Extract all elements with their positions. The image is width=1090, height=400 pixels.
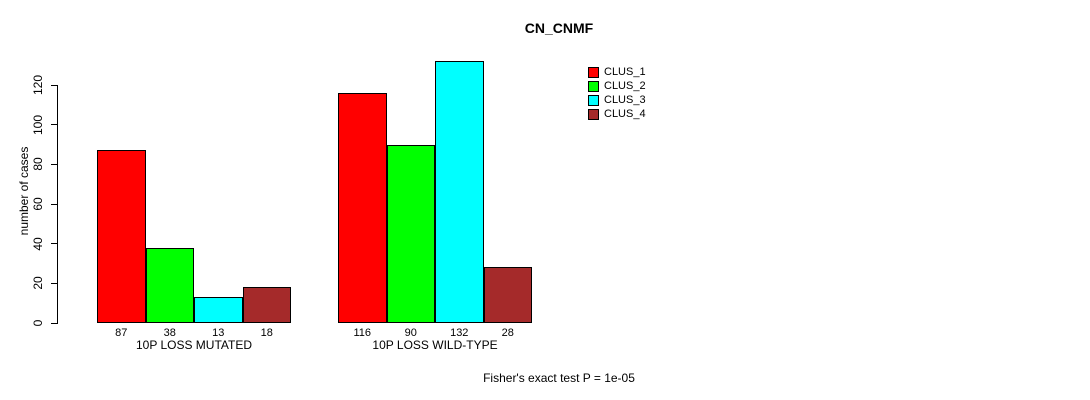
- bar-value-label: 38: [163, 327, 176, 339]
- group-label: 10P LOSS WILD-TYPE: [372, 338, 498, 352]
- legend-swatch: [588, 108, 599, 120]
- y-tick: [51, 243, 58, 245]
- bar-value-label: 28: [501, 327, 514, 339]
- bar-value-label: 87: [115, 327, 128, 339]
- legend-swatch: [588, 94, 599, 106]
- legend-label: CLUS_1: [604, 66, 646, 78]
- legend-swatch: [588, 66, 599, 78]
- legend-label: CLUS_3: [604, 94, 646, 106]
- bar: [242, 287, 291, 323]
- chart-title: CN_CNMF: [524, 20, 594, 36]
- bar: [194, 297, 243, 323]
- y-tick: [51, 282, 58, 284]
- y-tick: [51, 84, 58, 86]
- bar: [435, 61, 484, 323]
- y-tick: [51, 163, 58, 165]
- bar: [338, 92, 387, 323]
- legend-swatch: [588, 80, 599, 92]
- bar: [386, 144, 435, 323]
- bar: [483, 267, 532, 323]
- bar-value-label: 13: [212, 327, 225, 339]
- y-tick: [51, 203, 58, 205]
- annotation-text: Fisher's exact test P = 1e-05: [483, 371, 635, 385]
- bar: [145, 247, 194, 323]
- bar-value-label: 116: [353, 327, 372, 339]
- y-tick: [51, 124, 58, 126]
- y-axis-line: [57, 85, 58, 324]
- legend-label: CLUS_4: [604, 108, 646, 120]
- bar-value-label: 90: [404, 327, 417, 339]
- group-label: 10P LOSS MUTATED: [135, 338, 253, 352]
- bar-value-label: 132: [450, 327, 469, 339]
- bar-value-label: 18: [260, 327, 273, 339]
- y-tick: [51, 322, 58, 324]
- legend-label: CLUS_2: [604, 80, 646, 92]
- bar: [97, 150, 146, 323]
